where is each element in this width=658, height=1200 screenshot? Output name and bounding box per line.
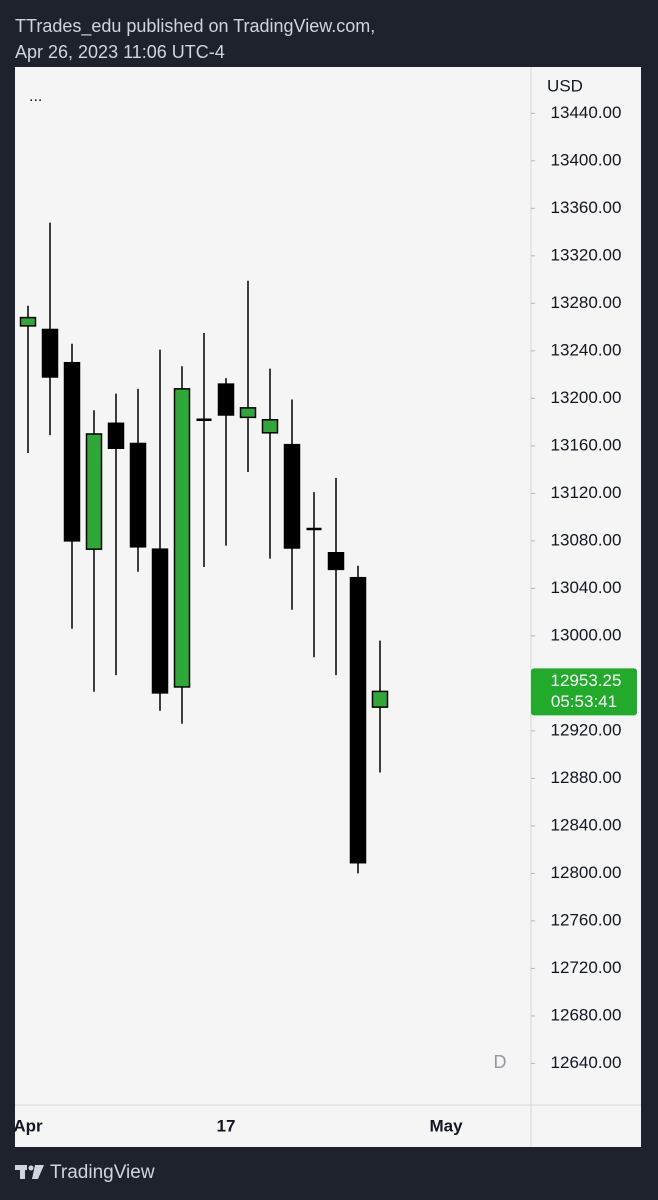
plot [19, 222, 389, 874]
y-tick-label: 13040.00 [551, 578, 622, 597]
y-tick-label: 13440.00 [551, 103, 622, 122]
y-tick-label: 13000.00 [551, 625, 622, 644]
y-tick-label: 13160.00 [551, 435, 622, 454]
candle-body [239, 407, 257, 419]
candle-body [261, 418, 279, 434]
brand: TradingView [50, 1162, 155, 1183]
candle-body [371, 690, 389, 708]
candle-body [151, 548, 169, 694]
y-tick-label: 12920.00 [551, 720, 622, 739]
y-tick-label: 12680.00 [551, 1005, 622, 1024]
y-tick-label: 13200.00 [551, 388, 622, 407]
candle-body [173, 388, 191, 688]
price-label-box [531, 668, 637, 716]
y-tick-label: 12840.00 [551, 815, 622, 834]
x-tick-label: May [429, 1116, 463, 1135]
chart-panel [15, 67, 641, 1147]
countdown-label: 05:53:41 [551, 692, 617, 711]
candle-body [349, 576, 367, 864]
y-tick-label: 13360.00 [551, 198, 622, 217]
interval-label: D [494, 1052, 507, 1072]
y-tick-label: 12760.00 [551, 910, 622, 929]
currency-label: USD [547, 76, 583, 95]
candle-body [283, 443, 301, 549]
x-tick-label: Apr [13, 1116, 43, 1135]
header-line: Apr 26, 2023 11:06 UTC-4 [15, 42, 225, 62]
candle-body [217, 383, 235, 416]
y-tick-label: 13320.00 [551, 245, 622, 264]
price-label: 12953.25 [551, 671, 622, 690]
y-tick-label: 13080.00 [551, 530, 622, 549]
y-tick-label: 12640.00 [551, 1053, 622, 1072]
candle-body [129, 442, 147, 548]
candle-body [85, 433, 103, 550]
legend-menu[interactable]: ... [29, 88, 42, 105]
candle-body [19, 316, 37, 327]
y-tick-label: 12880.00 [551, 768, 622, 787]
logo-part [28, 1165, 34, 1171]
y-tick-label: 13400.00 [551, 150, 622, 169]
y-tick-label: 13240.00 [551, 340, 622, 359]
tradingview-logo [15, 1165, 44, 1179]
logo-part [32, 1165, 44, 1179]
x-tick-label: 17 [217, 1116, 236, 1135]
header-line: TTrades_edu published on TradingView.com… [15, 16, 375, 37]
y-tick-label: 12800.00 [551, 863, 622, 882]
candle-body [41, 328, 59, 378]
y-tick-label: 13120.00 [551, 483, 622, 502]
candle-body [327, 551, 345, 571]
candle-body [63, 361, 81, 542]
logo-part [20, 1165, 25, 1179]
y-tick-label: 13280.00 [551, 293, 622, 312]
y-tick-label: 12720.00 [551, 958, 622, 977]
candle-body [107, 422, 125, 449]
